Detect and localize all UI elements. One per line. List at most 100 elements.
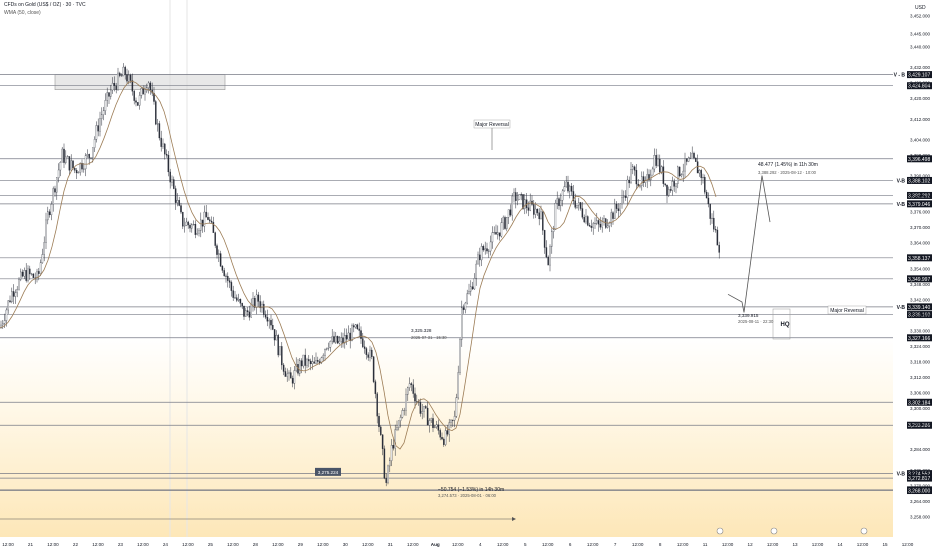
- candle-body: [362, 338, 364, 347]
- candle-body: [680, 174, 683, 177]
- candle-body: [705, 191, 708, 199]
- candle-body: [446, 430, 449, 435]
- x-tick-label: 29: [298, 542, 304, 547]
- candle-body: [77, 172, 80, 174]
- x-tick-label: 12:00: [677, 542, 689, 547]
- candle-body: [698, 170, 701, 174]
- candle-body: [156, 123, 159, 125]
- candle-body: [25, 270, 27, 281]
- candle-body: [131, 80, 134, 92]
- candle-body: [554, 203, 557, 230]
- candle-body: [129, 74, 132, 81]
- x-tick-label: 12:00: [812, 542, 824, 547]
- candle-body: [70, 160, 72, 171]
- candle-body: [133, 91, 135, 101]
- candle-body: [326, 348, 328, 350]
- y-tick-label: 3,420.000: [910, 96, 931, 101]
- candle-body: [39, 262, 42, 274]
- price-level-label: 3,429.107: [908, 73, 930, 79]
- candle-body: [666, 184, 668, 196]
- y-tick-label: 3,364.000: [910, 241, 931, 246]
- candle-body: [358, 328, 360, 331]
- x-tick-label: 13: [793, 542, 799, 547]
- candle-body: [234, 297, 236, 299]
- indicator-legend[interactable]: WMA (50, close): [4, 10, 41, 16]
- candle-body: [610, 212, 612, 224]
- candle-body: [167, 155, 170, 173]
- candle-body: [122, 66, 125, 77]
- x-tick-label: 21: [28, 542, 34, 547]
- candle-body: [29, 268, 31, 275]
- candle-body: [189, 224, 191, 229]
- candle-body: [47, 211, 49, 221]
- candle-body: [16, 289, 18, 294]
- candle-body: [264, 314, 267, 318]
- candle-body: [347, 332, 350, 340]
- candle-body: [101, 114, 103, 119]
- event-marker-icon: [770, 527, 778, 535]
- price-level-label: 3,349.997: [908, 277, 930, 283]
- candle-body: [119, 72, 121, 76]
- level-tag-text: V-B: [897, 178, 906, 184]
- candle-body: [614, 203, 616, 219]
- measure-up-sub: 3,388.292 · 2025-08-12 · 10:00: [758, 170, 817, 175]
- y-tick-label: 3,330.000: [910, 328, 931, 333]
- candle-body: [416, 400, 418, 402]
- candle-body: [419, 402, 422, 414]
- candle-body: [138, 95, 141, 106]
- candle-body: [561, 190, 564, 201]
- y-tick-label: 3,348.000: [910, 282, 931, 287]
- candle-body: [412, 384, 414, 394]
- candle-body: [349, 332, 351, 342]
- candle-body: [475, 263, 477, 279]
- candle-body: [351, 325, 353, 342]
- measure-label: 3,339.915: [738, 313, 759, 318]
- y-tick-label: 3,445.000: [910, 32, 931, 37]
- candle-body: [695, 157, 697, 162]
- candle-body: [246, 310, 249, 313]
- candle-body: [486, 248, 488, 252]
- price-level-label: 3,336.160: [908, 313, 930, 319]
- candle-body: [99, 118, 101, 132]
- candle-body: [410, 383, 413, 385]
- candle-body: [596, 220, 598, 224]
- candle-body: [97, 125, 99, 132]
- symbol-title[interactable]: CFDs on Gold (US$ / OZ) · 30 · TVC: [4, 2, 86, 8]
- candle-body: [219, 253, 222, 267]
- x-tick-label: 12:00: [632, 542, 644, 547]
- x-tick-label: 12:00: [497, 542, 509, 547]
- candle-body: [216, 245, 218, 255]
- candle-body: [353, 325, 355, 328]
- price-level-tag: [907, 303, 932, 311]
- candle-body: [392, 444, 395, 449]
- candle-body: [686, 158, 688, 162]
- candle-body: [615, 203, 618, 209]
- candle-body: [320, 357, 323, 364]
- candle-body: [430, 418, 432, 421]
- candle-body: [707, 197, 710, 205]
- candle-body: [457, 372, 459, 398]
- candle-body: [68, 156, 71, 171]
- candle-body: [480, 246, 483, 261]
- candle-body: [173, 179, 175, 189]
- candle-body: [563, 186, 566, 192]
- candle-body: [630, 169, 632, 184]
- price-level-tag: [907, 474, 932, 482]
- candle-body: [30, 273, 33, 275]
- candle-body: [581, 208, 584, 218]
- candle-body: [248, 311, 251, 318]
- candle-body: [718, 244, 720, 253]
- x-tick-label: 12:00: [137, 542, 149, 547]
- y-tick-label: 3,318.000: [910, 359, 931, 364]
- candle-body: [390, 444, 393, 461]
- annotation-major-reversal-top: Major Reversal: [475, 122, 509, 128]
- candle-body: [520, 194, 522, 196]
- candle-body: [369, 349, 371, 358]
- candle-body: [106, 92, 108, 101]
- candle-body: [290, 372, 292, 379]
- candle-body: [32, 273, 35, 278]
- price-level-tag: [907, 398, 932, 406]
- candle-body: [587, 216, 589, 226]
- x-tick-label: 12:00: [722, 542, 734, 547]
